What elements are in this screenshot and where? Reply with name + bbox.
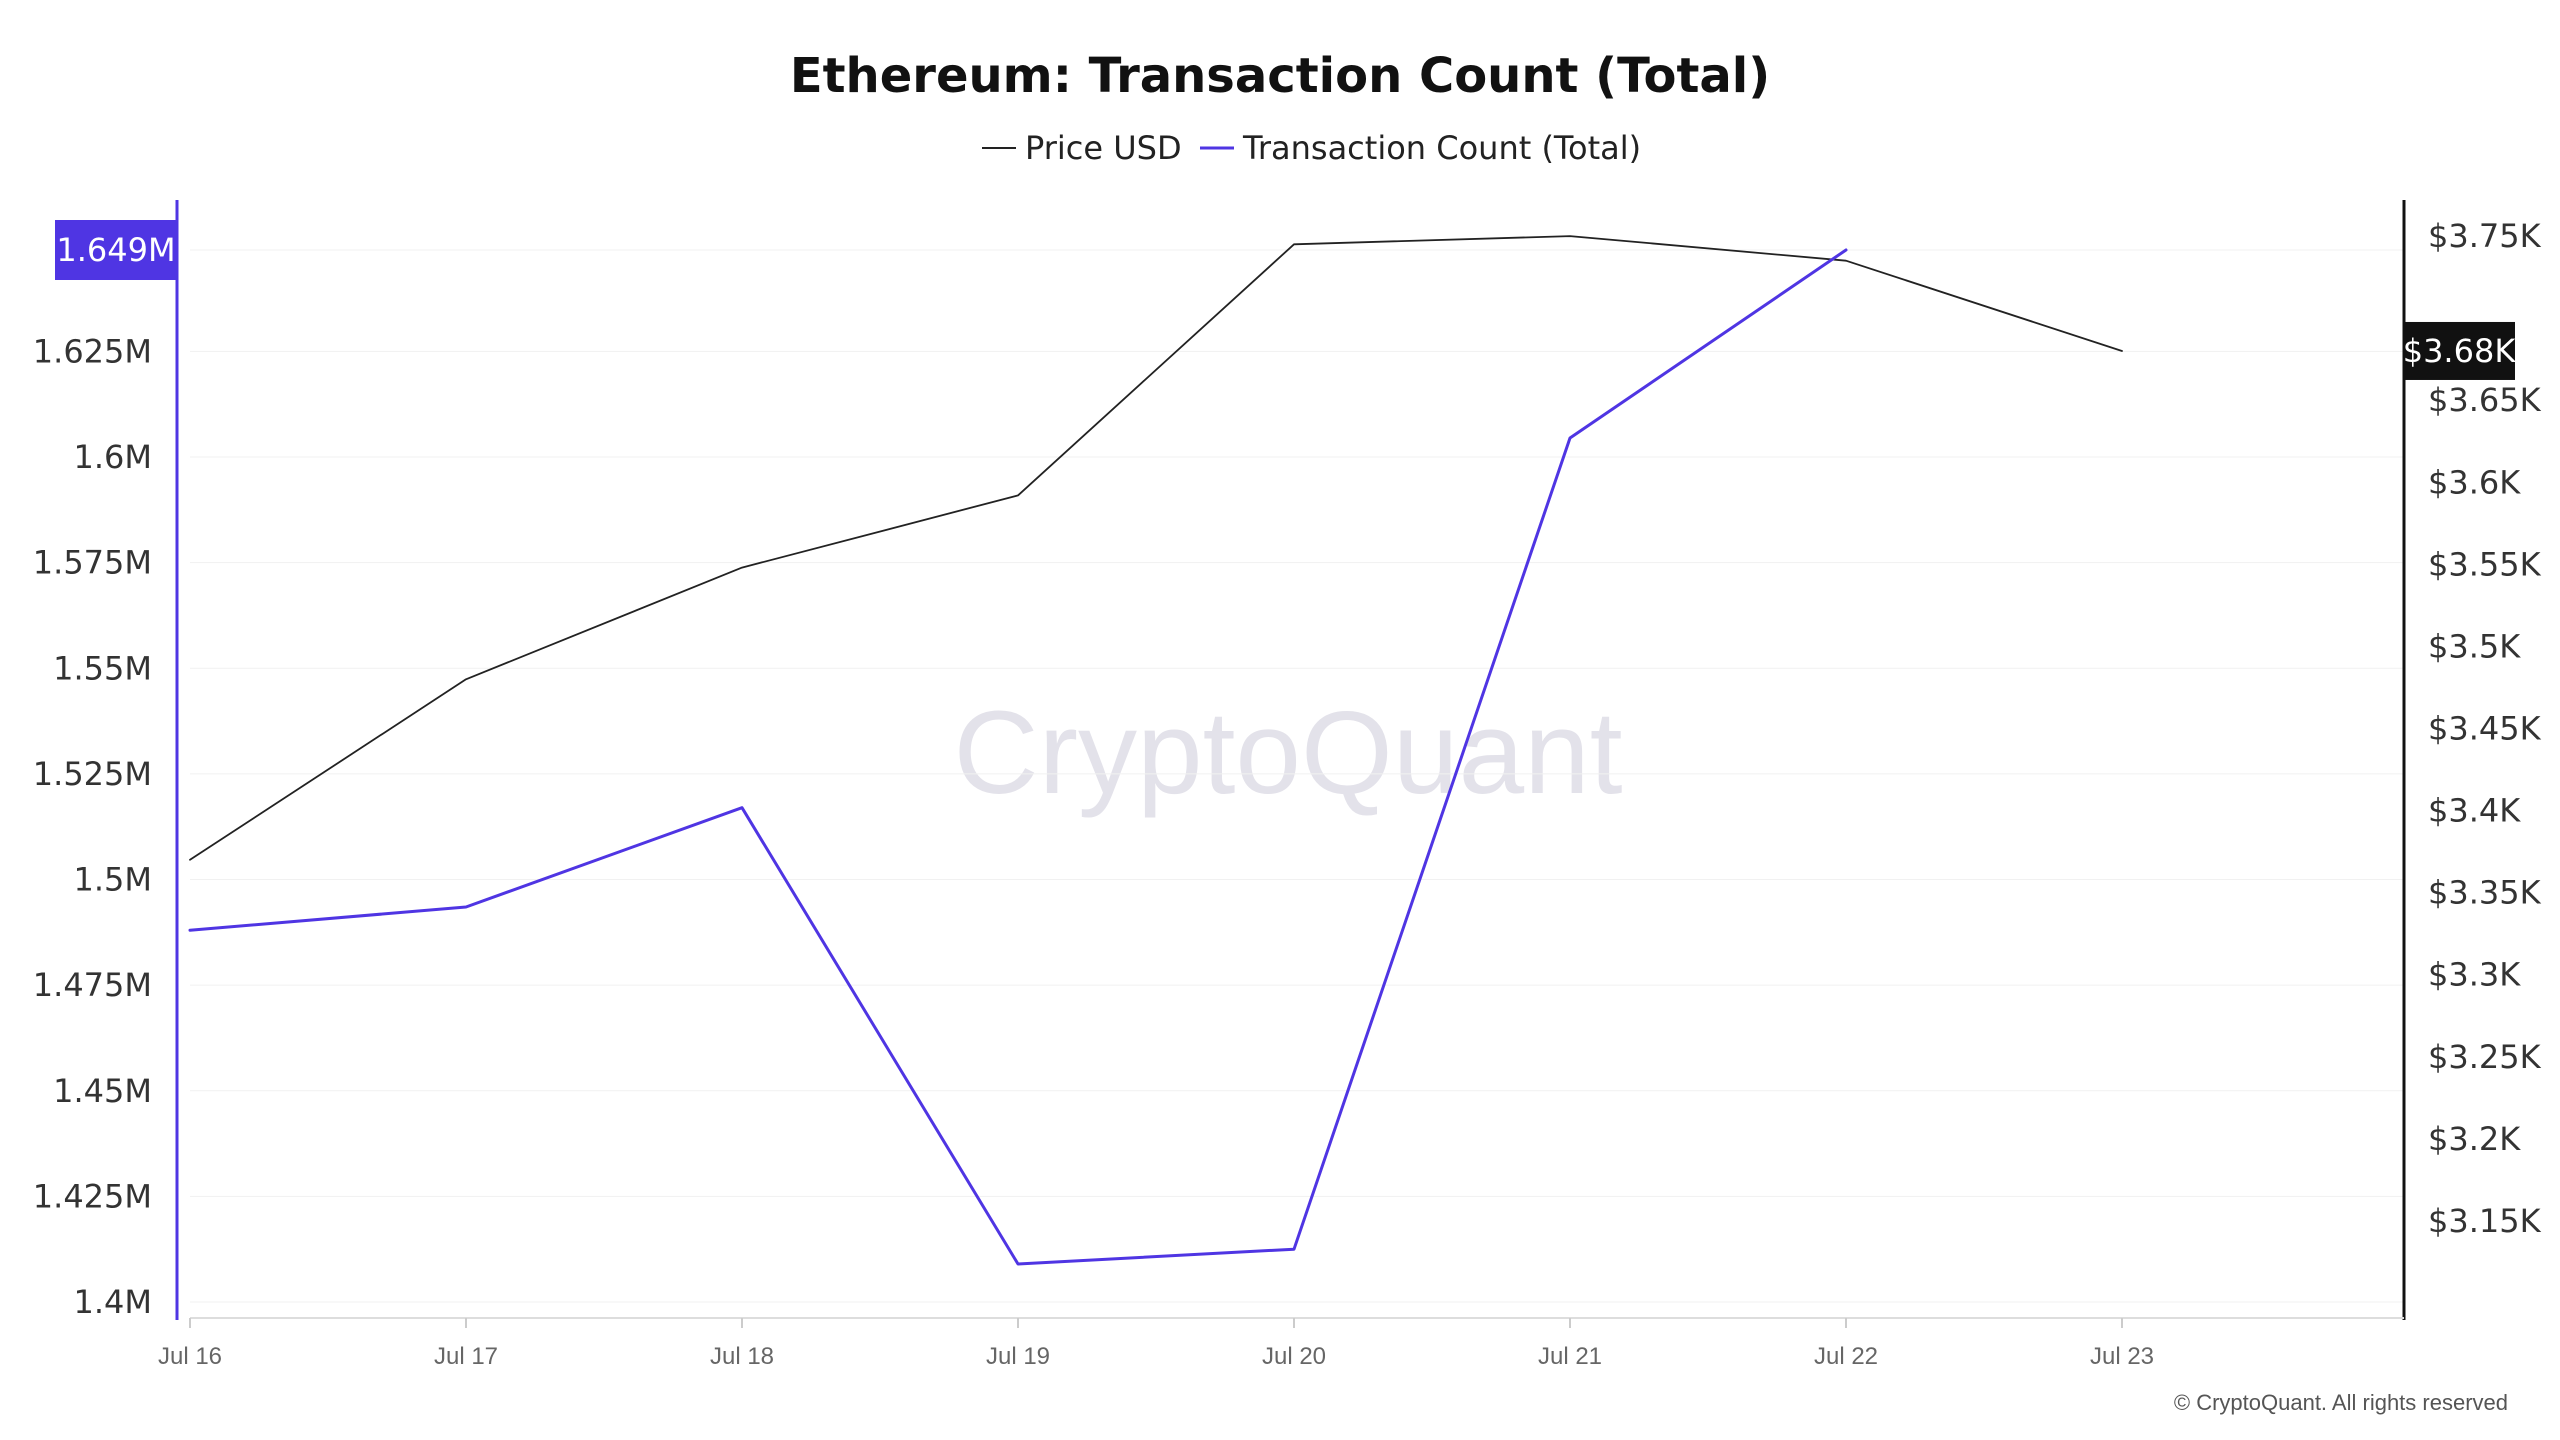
chart-title: Ethereum: Transaction Count (Total) [790, 48, 1770, 104]
right-tick-label: $3.4K [2428, 792, 2521, 830]
x-axis-ticks: Jul 16 Jul 17 Jul 18 Jul 19 Jul 20 Jul 21 Jul … [158, 1318, 2154, 1370]
left-tick-label: 1.45M [53, 1072, 152, 1110]
x-tick-label: Jul 21 [1538, 1343, 1602, 1370]
x-tick-label: Jul 18 [710, 1343, 774, 1370]
right-tick-label: $3.75K [2428, 217, 2542, 255]
right-tick-label: $3.25K [2428, 1038, 2542, 1076]
left-tick-label: 1.425M [33, 1177, 152, 1215]
left-current-badge: 1.649M [55, 220, 177, 280]
copyright-text: © CryptoQuant. All rights reserved [2174, 1390, 2508, 1415]
left-tick-label: 1.4M [74, 1283, 153, 1321]
left-tick-label: 1.55M [53, 649, 152, 687]
right-tick-label: $3.55K [2428, 545, 2542, 583]
right-tick-label: $3.35K [2428, 874, 2542, 912]
right-current-badge: $3.68K [2403, 321, 2517, 380]
watermark: CryptoQuant [954, 687, 1623, 819]
tx-count-series-line [188, 248, 1848, 1266]
left-tick-label: 1.625M [33, 332, 152, 370]
x-tick-label: Jul 17 [434, 1343, 498, 1370]
axes [175, 200, 2406, 1320]
x-tick-label: Jul 23 [2090, 1343, 2154, 1370]
legend-item-price[interactable]: Price USD [982, 129, 1182, 167]
x-tick-label: Jul 19 [986, 1343, 1050, 1370]
grid-lines [190, 249, 2404, 1303]
right-current-badge-box [2403, 321, 2515, 380]
left-axis-ticks: 1.4M 1.425M 1.45M 1.475M 1.5M 1.525M 1.55M 1.57… [33, 332, 152, 1321]
left-tick-label: 1.6M [74, 438, 153, 476]
right-tick-label: $3.2K [2428, 1120, 2521, 1158]
left-tick-label: 1.5M [74, 861, 153, 899]
right-tick-label: $3.6K [2428, 463, 2521, 501]
right-tick-label: $3.5K [2428, 627, 2521, 665]
right-tick-label: $3.45K [2428, 710, 2542, 748]
legend-item-tx-count[interactable]: Transaction Count (Total) [1200, 129, 1641, 167]
price-series-line [189, 235, 2123, 861]
right-tick-label: $3.3K [2428, 956, 2521, 994]
left-tick-label: 1.525M [33, 755, 152, 793]
left-current-badge-box [55, 220, 177, 280]
right-axis-ticks: $3.15K $3.2K $3.25K $3.3K $3.35K $3.4K $3.45K $… [2428, 217, 2542, 1240]
legend: Price USD Transaction Count (Total) [982, 129, 1641, 167]
legend-label-tx-count: Transaction Count (Total) [1242, 129, 1641, 167]
x-tick-label: Jul 16 [158, 1343, 222, 1370]
series [188, 235, 2123, 1266]
left-current-badge-label: 1.649M [56, 231, 175, 269]
x-tick-label: Jul 20 [1262, 1343, 1326, 1370]
right-tick-label: $3.65K [2428, 381, 2542, 419]
left-tick-label: 1.475M [33, 966, 152, 1004]
right-current-badge-label: $3.68K [2403, 332, 2517, 370]
legend-label-price: Price USD [1025, 129, 1182, 167]
left-tick-label: 1.575M [33, 544, 152, 582]
right-tick-label: $3.15K [2428, 1202, 2542, 1240]
x-tick-label: Jul 22 [1814, 1343, 1878, 1370]
